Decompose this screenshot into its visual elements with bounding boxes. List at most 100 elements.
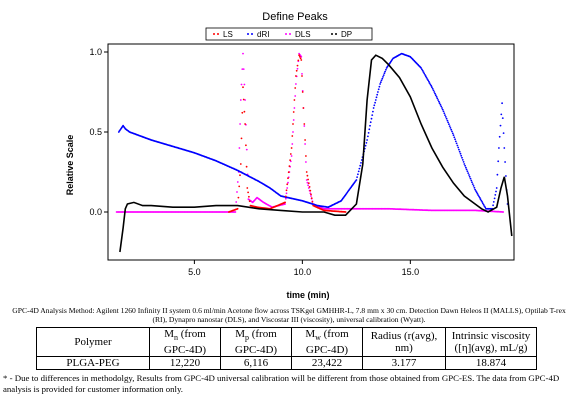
data-point: [379, 83, 381, 85]
legend-label: LS: [223, 30, 233, 39]
data-point: [427, 79, 429, 82]
legend-item-dri: dRI: [247, 30, 269, 39]
data-point: [298, 55, 301, 58]
series-layer: [115, 52, 513, 253]
data-point: [291, 143, 294, 145]
data-point: [301, 91, 304, 93]
footnote: * - Due to differences in methodolgy, Re…: [3, 373, 560, 394]
data-point: [368, 128, 371, 131]
header-radius: Radius (r(avg), nm): [362, 326, 446, 358]
series-line: [119, 54, 513, 253]
data-point: [428, 80, 430, 83]
data-point: [289, 153, 292, 155]
data-point: [498, 147, 500, 149]
data-point: [310, 195, 312, 197]
plot-frame: [107, 43, 515, 261]
data-point: [478, 195, 480, 198]
data-point: [245, 144, 247, 147]
data-point: [471, 181, 473, 184]
data-point: [492, 201, 495, 203]
chart-title: Define Peaks: [262, 11, 328, 23]
data-point: [287, 171, 290, 174]
x-tick-label: 15.0: [402, 267, 420, 277]
data-point: [290, 147, 293, 149]
data-point: [496, 173, 499, 176]
y-tick-label: 0.0: [89, 207, 102, 217]
series-dp: [119, 54, 513, 253]
data-point: [504, 161, 506, 163]
data-point: [433, 91, 436, 93]
data-point: [454, 138, 456, 141]
data-point: [304, 143, 306, 145]
data-point: [300, 59, 303, 61]
data-point: [367, 135, 369, 138]
x-tick-label: 5.0: [188, 267, 201, 277]
x-axis-label: time (min): [286, 290, 329, 300]
data-point: [449, 127, 452, 129]
data-point: [423, 72, 426, 75]
data-point: [360, 162, 362, 164]
data-point: [448, 125, 451, 127]
data-point: [293, 99, 296, 101]
data-point: [442, 110, 445, 113]
data-point: [372, 110, 374, 113]
data-point: [234, 211, 237, 213]
data-point: [465, 166, 467, 169]
series-ls: [228, 54, 347, 213]
data-point: [242, 52, 244, 55]
data-point: [494, 194, 497, 196]
data-point: [237, 196, 240, 199]
data-point: [434, 92, 436, 95]
data-point: [284, 203, 286, 205]
data-point: [424, 75, 427, 78]
data-point: [493, 197, 496, 200]
data-point: [303, 125, 306, 127]
data-point: [426, 78, 429, 80]
data-point: [236, 207, 239, 210]
data-point: [374, 101, 376, 104]
analysis-caption: GPC-4D Analysis Method: Agilent 1260 Inf…: [12, 306, 566, 324]
data-point: [240, 83, 243, 86]
data-point: [239, 174, 241, 177]
data-point: [307, 182, 310, 185]
data-point: [292, 131, 294, 133]
data-point: [235, 201, 238, 203]
data-point: [376, 93, 379, 96]
data-point: [303, 123, 306, 125]
data-point: [286, 187, 289, 189]
cell-mn: 12,220: [149, 356, 221, 371]
gpc-chart: Define Peaks LS dRI DLS DP 5.0 10.0 15.0 0.0 0.…: [65, 11, 515, 300]
data-point: [425, 76, 428, 79]
data-point: [434, 94, 437, 97]
data-point: [289, 159, 291, 162]
data-point: [245, 165, 248, 168]
data-point: [470, 179, 473, 182]
data-point: [292, 111, 295, 113]
data-point: [369, 121, 372, 124]
data-point: [288, 165, 291, 168]
data-point: [448, 123, 450, 126]
data-point: [452, 134, 455, 137]
data-point: [306, 181, 309, 184]
data-point: [462, 161, 465, 163]
legend-item-dls: DLS: [285, 30, 311, 39]
data-point: [461, 159, 464, 161]
table-header-row: Polymer Mn (from GPC-4D) Mp (from GPC-4D…: [36, 326, 537, 358]
data-point: [443, 112, 446, 115]
data-point: [459, 152, 462, 155]
data-point: [467, 172, 470, 175]
data-point: [366, 139, 368, 141]
data-point: [381, 77, 384, 80]
data-point: [242, 68, 245, 70]
data-point: [240, 137, 243, 140]
data-point: [307, 178, 309, 181]
data-point: [441, 107, 443, 109]
data-point: [456, 144, 459, 147]
data-point: [284, 195, 287, 198]
data-point: [457, 146, 460, 149]
data-point: [484, 206, 487, 209]
legend-marker: [331, 33, 333, 35]
cell-radius: 3.177: [362, 356, 446, 371]
chart-legend: LS dRI DLS DP: [205, 27, 373, 41]
data-point: [294, 95, 297, 97]
